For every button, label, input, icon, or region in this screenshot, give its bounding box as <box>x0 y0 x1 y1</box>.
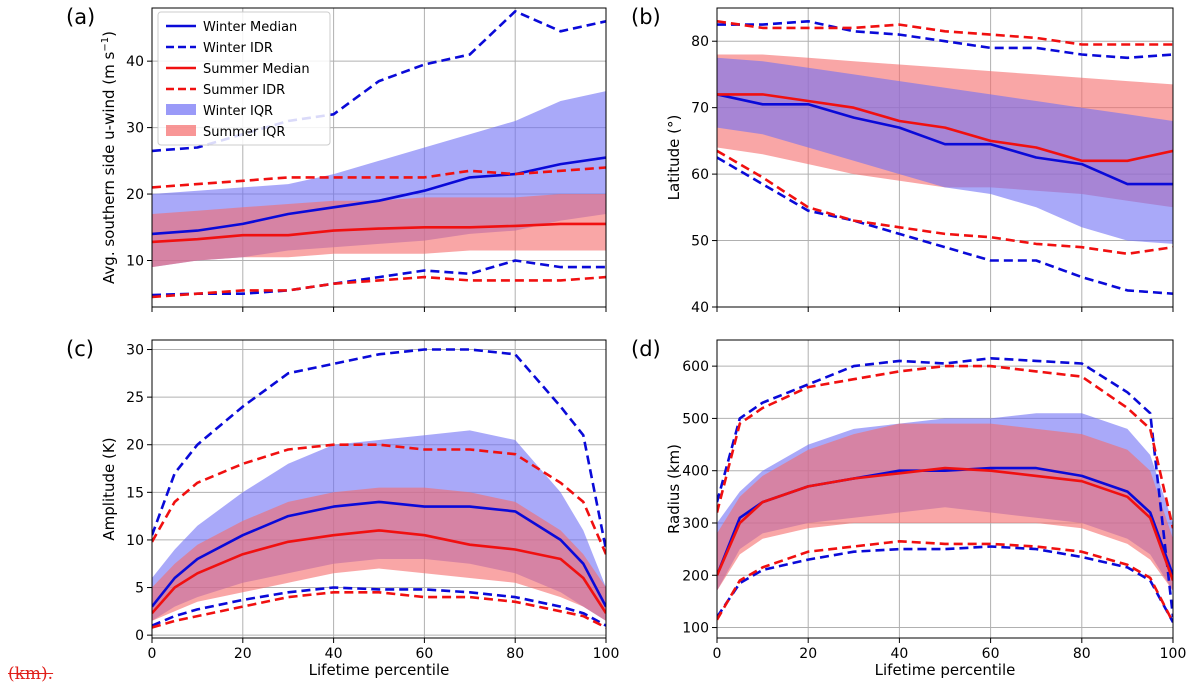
panel-3: 0 20 40 60 80 100 0 5 10 15 20 25 30 Lifetime percent… <box>66 337 619 679</box>
x-tick-label: 60 <box>415 646 433 662</box>
winter-median-line <box>717 93 1173 186</box>
summer-iqr-band <box>152 487 606 621</box>
axes-frame <box>151 7 607 308</box>
x-tick-label: 100 <box>1160 646 1187 662</box>
x-tick-label: 80 <box>506 646 524 662</box>
plot-area <box>717 19 1173 295</box>
y-tick-label: 600 <box>682 359 709 375</box>
panel-letter: (d) <box>631 337 661 361</box>
y-axis-label: Amplitude (K) <box>100 437 118 540</box>
footer-text: (km). <box>8 664 54 684</box>
legend-label: Summer IQR <box>203 125 285 140</box>
y-tick-label: 300 <box>682 516 709 532</box>
summer-median-line <box>152 529 606 615</box>
summer-median-line <box>152 222 606 244</box>
y-tick-label: 10 <box>126 253 144 269</box>
y-tick-label: 20 <box>126 438 144 454</box>
y-tick-label: 200 <box>682 568 709 584</box>
x-tick-label: 40 <box>325 646 343 662</box>
legend-label: Winter Median <box>203 20 297 35</box>
x-tick-label: 0 <box>713 646 722 662</box>
legend-box <box>157 11 331 146</box>
panel-1: 10 20 30 40 Avg. southern side u-wind (m s−1… <box>66 5 607 312</box>
plot-area <box>152 10 606 299</box>
y-axis-label: Radius (km) <box>665 444 683 534</box>
x-tick-label: 40 <box>890 646 908 662</box>
y-tick-label: 30 <box>126 343 144 359</box>
legend-label: Summer Median <box>203 62 310 77</box>
winter-idr-line <box>152 586 606 627</box>
x-axis-label: Lifetime percentile <box>875 661 1016 679</box>
plot-area <box>152 348 606 629</box>
winter-idr-line <box>717 545 1173 623</box>
winter-idr-line <box>152 259 606 297</box>
winter-idr-line <box>717 156 1173 295</box>
y-tick-label: 25 <box>126 390 144 406</box>
summer-median-line <box>717 93 1173 163</box>
summer-idr-line <box>717 149 1173 256</box>
winter-median-line <box>152 156 606 236</box>
axes-frame <box>716 339 1174 639</box>
summer-median-line <box>717 466 1173 581</box>
x-tick-label: 20 <box>799 646 817 662</box>
plot-area <box>717 356 1173 623</box>
summer-idr-line <box>717 539 1173 623</box>
x-tick-label: 80 <box>1073 646 1091 662</box>
y-tick-label: 70 <box>691 101 709 117</box>
y-tick-label: 30 <box>126 121 144 137</box>
winter-idr-line <box>717 356 1173 618</box>
panel-4: 0 20 40 60 80 100 100 200 300 400 500 600 Lifetime p… <box>631 337 1186 679</box>
y-tick-label: 0 <box>135 628 144 644</box>
y-tick-label: 15 <box>126 485 144 501</box>
y-tick-label: 20 <box>126 187 144 203</box>
y-axis-label: Latitude (°) <box>665 115 683 201</box>
y-tick-label: 10 <box>126 533 144 549</box>
winter-median-line <box>152 500 606 608</box>
summer-idr-line <box>717 364 1173 529</box>
summer-iqr-band <box>152 194 606 268</box>
summer-idr-line <box>152 590 606 629</box>
legend-label: Winter IQR <box>203 104 273 119</box>
panel-letter: (a) <box>66 5 95 29</box>
y-tick-label: 100 <box>682 621 709 637</box>
y-tick-label: 500 <box>682 411 709 427</box>
y-axis-label: Avg. southern side u-wind (m s−1) <box>100 31 118 284</box>
legend-label: Winter IDR <box>203 41 273 56</box>
y-tick-label: 40 <box>691 300 709 316</box>
legend-swatch <box>166 104 196 115</box>
panel-letter: (c) <box>66 337 94 361</box>
summer-idr-line <box>152 275 606 299</box>
panel-2: 40 50 60 70 80 Latitude (°) (b) <box>631 5 1174 316</box>
axes-frame <box>716 7 1174 308</box>
x-tick-label: 20 <box>234 646 252 662</box>
axes-frame <box>151 339 607 639</box>
x-tick-label: 0 <box>148 646 157 662</box>
legend-swatch <box>166 125 196 136</box>
y-tick-label: 60 <box>691 167 709 183</box>
legend: Winter Median Winter IDR Summer Median Summ… <box>157 11 331 146</box>
y-tick-label: 400 <box>682 464 709 480</box>
summer-idr-line <box>717 20 1173 46</box>
x-tick-label: 100 <box>593 646 620 662</box>
x-axis-label: Lifetime percentile <box>309 661 450 679</box>
winter-idr-line <box>717 19 1173 60</box>
y-tick-label: 5 <box>135 581 144 597</box>
y-tick-label: 40 <box>126 54 144 70</box>
x-tick-label: 60 <box>982 646 1000 662</box>
summer-idr-line <box>152 166 606 189</box>
y-tick-label: 80 <box>691 34 709 50</box>
legend-label: Summer IDR <box>203 83 285 98</box>
y-tick-label: 50 <box>691 234 709 250</box>
panel-letter: (b) <box>631 5 661 29</box>
winter-idr-line <box>152 348 606 550</box>
summer-iqr-band <box>717 423 1173 591</box>
summer-idr-line <box>152 443 606 555</box>
